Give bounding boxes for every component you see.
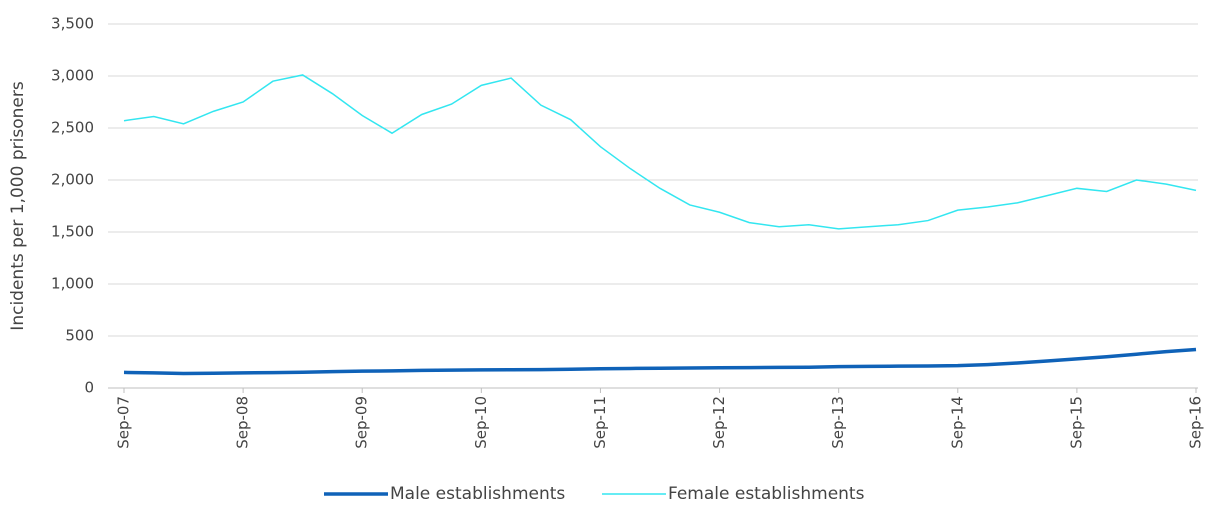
y-tick-label: 2,000 [51, 171, 94, 189]
y-tick-label: 500 [65, 327, 94, 345]
x-tick-label: Sep-11 [591, 396, 609, 449]
y-tick-label: 2,500 [51, 119, 94, 137]
x-tick-label: Sep-15 [1067, 396, 1085, 449]
x-tick-label: Sep-16 [1187, 396, 1205, 449]
x-tick-label: Sep-09 [353, 396, 371, 449]
x-tick-label: Sep-13 [829, 396, 847, 449]
x-tick-label: Sep-10 [472, 396, 490, 449]
x-tick-label: Sep-07 [115, 396, 133, 449]
x-tick-label: Sep-08 [234, 396, 252, 449]
legend-label: Female establishments [668, 484, 865, 503]
y-tick-label: 3,500 [51, 15, 94, 33]
x-tick-label: Sep-14 [948, 396, 966, 449]
line [123, 74, 1197, 230]
legend-label: Male establishments [390, 484, 565, 503]
y-tick-label: 1,500 [51, 223, 94, 241]
line [123, 347, 1197, 376]
y-tick-label: 0 [84, 379, 94, 397]
y-tick-label: 1,000 [51, 275, 94, 293]
y-tick-label: 3,000 [51, 67, 94, 85]
y-axis-title: Incidents per 1,000 prisoners [8, 81, 28, 331]
x-tick-label: Sep-12 [710, 396, 728, 449]
